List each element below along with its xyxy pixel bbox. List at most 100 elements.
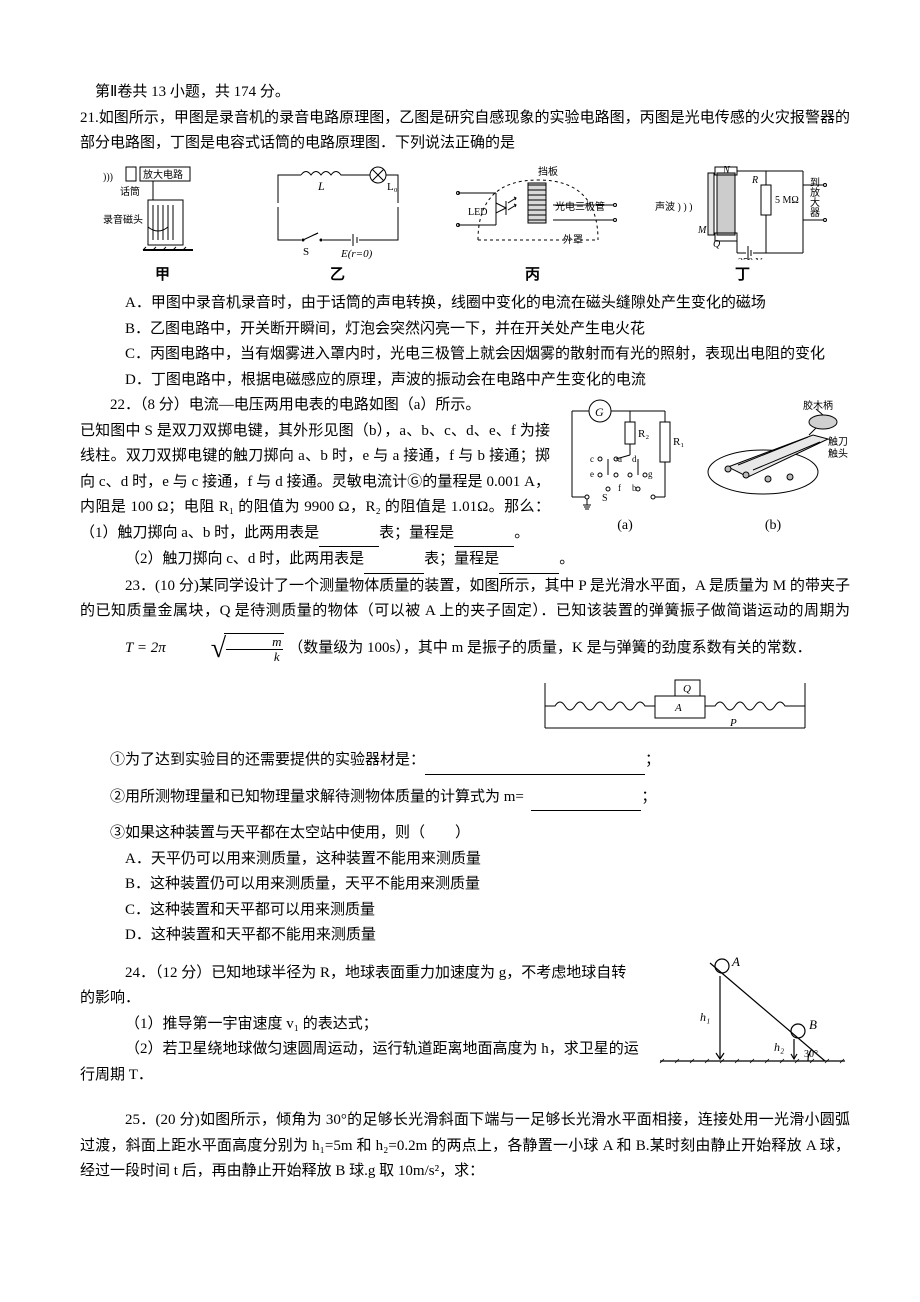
- svg-text:L: L: [317, 179, 325, 193]
- svg-text:录音磁头: 录音磁头: [103, 213, 143, 226]
- recorder-circuit-icon: ))) 放大电路 话筒 录音磁头: [98, 165, 228, 260]
- svg-text:放大电路: 放大电路: [143, 168, 183, 181]
- svg-text:h₁: h₁: [700, 1010, 710, 1024]
- q23-text-1: 23．(10 分)某同学设计了一个测量物体质量的装置，如图所示，其中 P 是光滑…: [80, 578, 850, 620]
- q22-blank-4: [499, 547, 559, 574]
- q23-blank-1: [425, 748, 645, 775]
- q21-option-b: B．乙图电路中，开关断开瞬间，灯泡会突然闪亮一下，并在开关处产生电火花: [80, 317, 850, 343]
- q21-diagram-jia: ))) 放大电路 话筒 录音磁头 甲: [98, 165, 228, 288]
- svg-text:胶木柄: 胶木柄: [803, 399, 833, 412]
- q23-text-2: （数量级为 100s），其中 m 是振子的质量，K 是与弹簧的劲度系数有关的常数…: [288, 640, 811, 656]
- svg-text:G: G: [595, 405, 604, 419]
- svg-text:声波 ) ) ): 声波 ) ) ): [655, 200, 693, 213]
- svg-text:R₁: R₁: [673, 436, 684, 448]
- q23-blank-2: [531, 785, 641, 812]
- dpdt-switch-icon: 胶木柄 触刀 触头: [698, 397, 848, 512]
- svg-text:b: b: [632, 483, 637, 493]
- q21-diagram-yi: L L₀ S: [263, 165, 413, 288]
- q22-figures: G R₂ R₁ c: [560, 393, 850, 547]
- svg-text:a: a: [618, 454, 622, 464]
- svg-text:E(r=0): E(r=0): [340, 248, 373, 260]
- q23-sub1: ①为了达到实验目的还需要提供的实验器材是： ；: [80, 748, 850, 775]
- svg-text:M: M: [697, 225, 707, 236]
- svg-text:f: f: [618, 483, 621, 493]
- q21-option-d: D．丁图电路中，根据电磁感应的原理，声波的振动会在电路中产生变化的电流: [80, 368, 850, 394]
- q22-text-2c: 。: [514, 525, 529, 541]
- svg-text:S: S: [602, 493, 608, 504]
- q23-sub2-end: ；: [641, 789, 656, 805]
- q23-option-b: B．这种装置仍可以用来测质量，天平不能用来测质量: [80, 872, 850, 898]
- q22-blank-1: [319, 521, 379, 548]
- q23-stem: 23．(10 分)某同学设计了一个测量物体质量的装置，如图所示，其中 P 是光滑…: [80, 574, 850, 673]
- diagram-label-yi: 乙: [330, 262, 345, 288]
- svg-text:触刀: 触刀: [828, 435, 848, 448]
- svg-text:A: A: [731, 954, 740, 969]
- svg-text:h₂: h₂: [774, 1040, 784, 1054]
- svg-text:R₂: R₂: [638, 428, 649, 440]
- self-induction-circuit-icon: L L₀ S: [263, 165, 413, 260]
- q22-stem-body: 已知图中 S 是双刀双掷电键，其外形见图（b），a、b、c、d、e、f 为接线柱…: [80, 419, 550, 548]
- q21-option-a: A．甲图中录音机录音时，由于话筒的声电转换，线圈中变化的电流在磁头缝隙处产生变化…: [80, 291, 850, 317]
- q25-stem: 25．(20 分)如图所示，倾角为 30°的足够长光滑斜面下端与一足够长光滑水平…: [80, 1108, 850, 1185]
- frac-den: k: [226, 649, 283, 664]
- svg-text:光电三极管: 光电三极管: [555, 200, 605, 213]
- q22-sub2: （2）触刀掷向 c、d 时，此两用表是 表；量程是 。: [80, 547, 850, 574]
- svg-text:触头: 触头: [828, 447, 848, 460]
- q23-sub1-end: ；: [645, 752, 660, 768]
- q22-label-a: (a): [617, 514, 633, 538]
- svg-text:A: A: [674, 702, 682, 714]
- q21-stem: 21.如图所示，甲图是录音机的录音电路原理图，乙图是研究自感现象的实验电路图，丙…: [80, 106, 850, 157]
- q25-incline-figure: A B h₁ h₂ 30°: [650, 951, 850, 1071]
- q21-diagram-ding: 声波 ) ) ) N M Q R 5 MΩ: [653, 165, 833, 288]
- diagram-label-ding: 丁: [735, 262, 750, 288]
- q22-blank-3: [364, 547, 424, 574]
- q22-blank-2: [454, 521, 514, 548]
- svg-text:30°: 30°: [804, 1049, 818, 1060]
- q22-figure-a: G R₂ R₁ c: [560, 397, 690, 538]
- spring-oscillator-icon: Q A P: [540, 678, 810, 738]
- q23-option-c: C．这种装置和天平都可以用来测质量: [80, 898, 850, 924]
- svg-text:250 V: 250 V: [738, 257, 763, 260]
- incline-icon: A B h₁ h₂ 30°: [650, 951, 850, 1071]
- svg-text:B: B: [809, 1017, 817, 1032]
- svg-text:L₀: L₀: [387, 181, 398, 193]
- svg-text:外罩: 外罩: [563, 234, 583, 246]
- section-header: 第Ⅱ卷共 13 小题，共 174 分。: [80, 80, 850, 106]
- q23-spring-diagram: Q A P: [80, 678, 810, 738]
- svg-text:g: g: [648, 469, 653, 479]
- svg-text:话筒: 话筒: [120, 185, 140, 198]
- svg-text:LED: LED: [468, 207, 487, 218]
- svg-text:P: P: [729, 717, 737, 729]
- svg-text:Q: Q: [713, 239, 721, 250]
- q21-option-c: C．丙图电路中，当有烟雾进入罩内时，光电三极管上就会因烟雾的散射而有光的照射，表…: [80, 342, 850, 368]
- q23-formula: T = 2π √mk: [80, 625, 284, 673]
- q22-label-b: (b): [765, 514, 781, 538]
- q23-option-a: A．天平仍可以用来测质量，这种装置不能用来测质量: [80, 847, 850, 873]
- formula-prefix: T = 2π: [80, 636, 166, 662]
- q22-sub2-text3: 。: [559, 551, 574, 567]
- capacitor-mic-circuit-icon: 声波 ) ) ) N M Q R 5 MΩ: [653, 165, 833, 260]
- diagram-label-bing: 丙: [525, 262, 540, 288]
- svg-text:R: R: [751, 175, 758, 186]
- q23-sub3: ③如果这种装置与天平都在太空站中使用，则（ ）: [80, 821, 850, 847]
- q22-sub2-text1: （2）触刀掷向 c、d 时，此两用表是: [125, 551, 364, 567]
- svg-text:S: S: [303, 246, 309, 258]
- svg-text:c: c: [590, 454, 594, 464]
- q23-sub1-text: ①为了达到实验目的还需要提供的实验器材是：: [110, 752, 425, 768]
- q21-diagrams: ))) 放大电路 话筒 录音磁头 甲 L: [80, 165, 850, 288]
- q23-sub2: ②用所测物理量和已知物理量求解待测物体质量的计算式为 m= ；: [80, 785, 850, 812]
- diagram-label-jia: 甲: [155, 262, 170, 288]
- svg-text:到放大器: 到放大器: [807, 176, 819, 217]
- svg-text:d: d: [632, 454, 637, 464]
- svg-text:5 MΩ: 5 MΩ: [775, 195, 799, 206]
- frac-num: m: [224, 635, 284, 649]
- q22-sub2-text2: 表；量程是: [424, 551, 499, 567]
- q23-option-d: D．这种装置和天平都不能用来测质量: [80, 923, 850, 949]
- q21-diagram-bing: 挡板 光电三极管 LED 外罩 丙: [448, 165, 618, 288]
- q22-text-2: 表；量程是: [379, 525, 454, 541]
- svg-text:Q: Q: [683, 683, 691, 695]
- svg-text:e: e: [590, 469, 594, 479]
- svg-text:挡板: 挡板: [538, 165, 558, 178]
- fire-alarm-circuit-icon: 挡板 光电三极管 LED 外罩: [448, 165, 618, 260]
- q23-sub2-text: ②用所测物理量和已知物理量求解待测物体质量的计算式为 m=: [110, 789, 524, 805]
